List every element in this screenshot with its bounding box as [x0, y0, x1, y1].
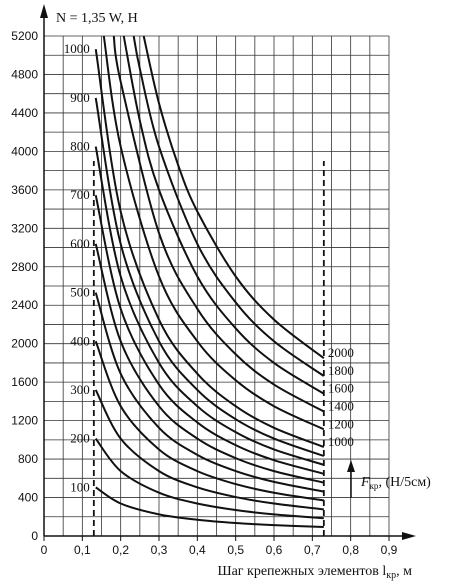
series-label-1800-right: 1800: [328, 363, 354, 378]
y-tick-label: 3200: [11, 221, 38, 235]
x-tick-label: 0,7: [304, 543, 321, 557]
x-tick-label: 0,2: [112, 543, 129, 557]
x-axis-title: Шаг крепежных элементов lкр, м: [217, 564, 412, 581]
force-annotation-sub: кр: [370, 481, 379, 491]
series-curve-300: [94, 389, 324, 511]
x-tick-label: 0,8: [342, 543, 359, 557]
y-tick-label: 400: [18, 491, 38, 505]
y-tick-label: 1600: [11, 375, 38, 389]
series-curve-1200: [102, 35, 325, 431]
series-curves: [94, 35, 325, 529]
y-tick-label: 2400: [11, 298, 38, 312]
series-label-200-left: 200: [70, 431, 90, 446]
tick-labels: 0 0,1 0,2 0,3 0,4 0,5 0,6 0,7 0,8 0,9040080012001…: [11, 29, 397, 557]
y-tick-label: 2000: [11, 337, 38, 351]
series-curve-100: [95, 486, 324, 529]
series-curve-400: [94, 340, 324, 502]
x-tick-label: 0,4: [189, 543, 206, 557]
x-tick-label: 0: [41, 543, 48, 557]
force-annotation-suffix: , (Н/5см): [378, 475, 431, 490]
force-arrow-head: [347, 460, 355, 472]
x-axis-title-main: Шаг крепежных элементов l: [217, 564, 386, 579]
force-annotation-main: F: [360, 475, 370, 490]
series-label-700-left: 700: [70, 187, 90, 202]
series-curve-200: [94, 437, 324, 520]
series-curve-1000: [94, 49, 325, 448]
series-label-500-left: 500: [70, 285, 90, 300]
series-label-1000-left: 1000: [64, 41, 90, 56]
y-tick-label: 4400: [11, 106, 38, 120]
series-label-2000-right: 2000: [328, 345, 354, 360]
series-label-1400-right: 1400: [328, 398, 354, 413]
series-curve-700: [94, 195, 325, 475]
series-curve-1800: [132, 35, 325, 377]
y-tick-label: 3600: [11, 183, 38, 197]
y-tick-label: 2800: [11, 260, 38, 274]
series-curve-800: [94, 146, 325, 466]
series-label-300-left: 300: [70, 382, 90, 397]
x-tick-label: 0,6: [266, 543, 283, 557]
series-label-1200-right: 1200: [328, 416, 354, 431]
y-tick-label: 1200: [11, 414, 38, 428]
y-tick-label: 4000: [11, 144, 38, 158]
series-curve-500: [94, 292, 325, 493]
x-axis-title-text: Шаг крепежных элементов lкр, м: [217, 564, 412, 581]
series-curve-2000: [142, 35, 325, 360]
x-axis-title-sub: кр: [386, 570, 396, 581]
x-tick-label: 0,5: [227, 543, 244, 557]
y-axis-arrow: [40, 4, 48, 18]
series-label-400-left: 400: [70, 333, 90, 348]
series-label-100-left: 100: [70, 479, 90, 494]
series-labels: 100 200 300 400 500 600 700 800 900 1000 1000 1200 1…: [64, 41, 354, 494]
series-label-1000-right: 1000: [328, 434, 354, 449]
y-tick-label: 0: [31, 529, 38, 543]
force-annotation-text: Fкр, (Н/5см): [360, 475, 431, 491]
x-tick-label: 0,1: [74, 543, 91, 557]
x-axis-title-unit: , м: [396, 564, 412, 579]
series-curve-1400: [112, 35, 325, 413]
chart-title: N = 1,35 W, H: [56, 11, 138, 26]
series-curve-600: [94, 243, 325, 484]
x-axis-arrow: [402, 532, 416, 540]
y-tick-label: 5200: [11, 29, 38, 43]
series-curve-900: [94, 97, 325, 457]
force-annotation: Fкр, (Н/5см): [347, 460, 431, 498]
y-tick-label: 800: [18, 452, 38, 466]
series-label-600-left: 600: [70, 236, 90, 251]
x-tick-label: 0,3: [151, 543, 168, 557]
series-label-900-left: 900: [70, 90, 90, 105]
y-tick-label: 4800: [11, 67, 38, 81]
x-tick-label: 0,9: [381, 543, 398, 557]
series-label-1600-right: 1600: [328, 381, 354, 396]
series-curve-1600: [122, 35, 325, 395]
series-label-800-left: 800: [70, 139, 90, 154]
